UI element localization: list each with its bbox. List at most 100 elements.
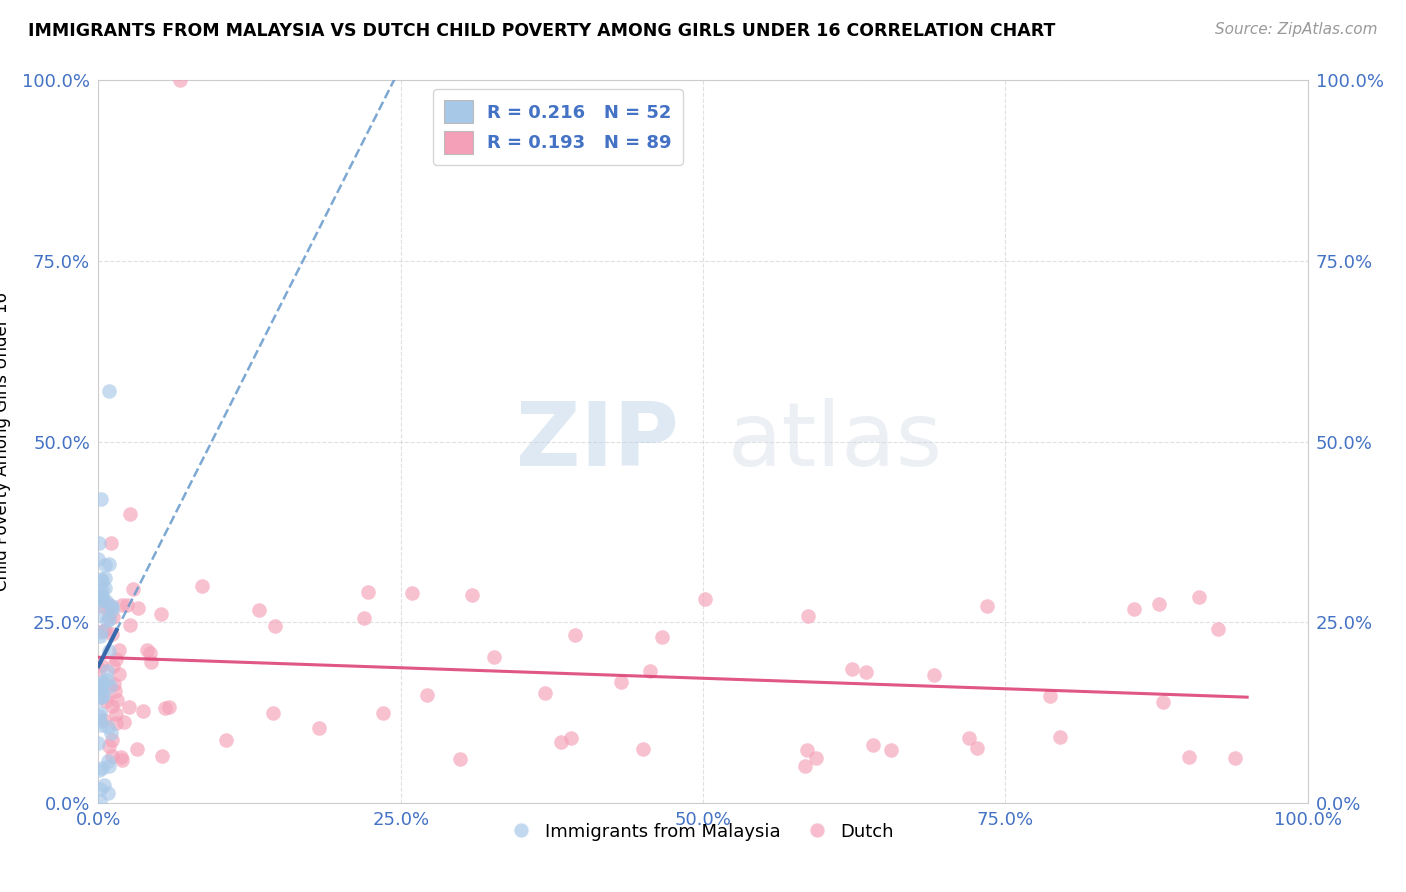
Point: [149, 607, 172, 621]
Point: [804, 751, 827, 765]
Point: [247, 603, 270, 617]
Point: [90, 588, 112, 602]
Point: [100, 627, 122, 641]
Point: [97, 644, 120, 658]
Point: [97, 739, 120, 753]
Point: [93, 581, 115, 595]
Point: [841, 662, 863, 676]
Y-axis label: Child Poverty Among Girls Under 16: Child Poverty Among Girls Under 16: [0, 292, 11, 591]
Point: [157, 700, 180, 714]
Point: [101, 733, 124, 747]
Point: [118, 617, 141, 632]
Point: [122, 582, 145, 596]
Text: ZIP: ZIP: [516, 398, 679, 485]
Point: [373, 706, 395, 720]
Point: [97, 384, 120, 398]
Point: [97, 720, 120, 734]
Point: [98, 758, 121, 772]
Point: [89, 662, 111, 676]
Point: [105, 707, 128, 722]
Point: [416, 688, 439, 702]
Point: [89, 794, 111, 808]
Point: [110, 750, 132, 764]
Point: [89, 714, 111, 728]
Point: [91, 582, 114, 597]
Point: [118, 507, 141, 521]
Point: [94, 571, 117, 585]
Point: [111, 598, 134, 612]
Point: [264, 619, 287, 633]
Point: [1223, 751, 1246, 765]
Point: [98, 557, 121, 571]
Point: [87, 535, 110, 549]
Point: [91, 676, 114, 690]
Point: [118, 700, 141, 714]
Point: [1039, 690, 1062, 704]
Point: [610, 674, 633, 689]
Point: [96, 664, 118, 678]
Point: [89, 629, 111, 643]
Point: [108, 667, 131, 681]
Point: [90, 690, 112, 704]
Point: [90, 625, 112, 640]
Point: [90, 658, 112, 673]
Point: [101, 659, 124, 673]
Point: [855, 665, 877, 679]
Point: [966, 740, 988, 755]
Point: [793, 758, 815, 772]
Point: [94, 558, 117, 573]
Point: [105, 692, 128, 706]
Point: [94, 624, 117, 638]
Point: [89, 709, 111, 723]
Point: [482, 649, 505, 664]
Point: [1122, 602, 1144, 616]
Point: [93, 778, 115, 792]
Point: [135, 643, 157, 657]
Point: [90, 492, 112, 507]
Point: [90, 682, 112, 697]
Point: [357, 584, 380, 599]
Point: [100, 698, 122, 713]
Text: atlas: atlas: [727, 398, 942, 485]
Point: [101, 599, 124, 613]
Point: [87, 551, 110, 566]
Point: [98, 612, 121, 626]
Point: [550, 735, 572, 749]
Point: [103, 677, 125, 691]
Point: [90, 717, 112, 731]
Text: Source: ZipAtlas.com: Source: ZipAtlas.com: [1215, 22, 1378, 37]
Point: [1152, 695, 1174, 709]
Point: [796, 743, 818, 757]
Point: [100, 726, 122, 740]
Point: [89, 679, 111, 693]
Point: [862, 738, 884, 752]
Point: [96, 615, 118, 629]
Point: [1177, 750, 1199, 764]
Point: [91, 624, 114, 638]
Point: [353, 611, 375, 625]
Point: [89, 781, 111, 796]
Point: [96, 673, 118, 687]
Point: [110, 753, 132, 767]
Point: [87, 736, 110, 750]
Point: [976, 599, 998, 613]
Point: [104, 683, 127, 698]
Point: [308, 721, 330, 735]
Point: [90, 574, 112, 589]
Point: [139, 646, 162, 660]
Point: [100, 535, 122, 549]
Point: [89, 706, 111, 720]
Point: [132, 704, 155, 718]
Point: [93, 713, 115, 727]
Point: [796, 609, 818, 624]
Point: [564, 627, 586, 641]
Point: [90, 761, 112, 775]
Point: [461, 588, 484, 602]
Point: [100, 599, 122, 614]
Point: [90, 572, 112, 586]
Point: [449, 752, 471, 766]
Point: [651, 630, 673, 644]
Point: [101, 603, 124, 617]
Point: [1187, 591, 1209, 605]
Point: [89, 608, 111, 623]
